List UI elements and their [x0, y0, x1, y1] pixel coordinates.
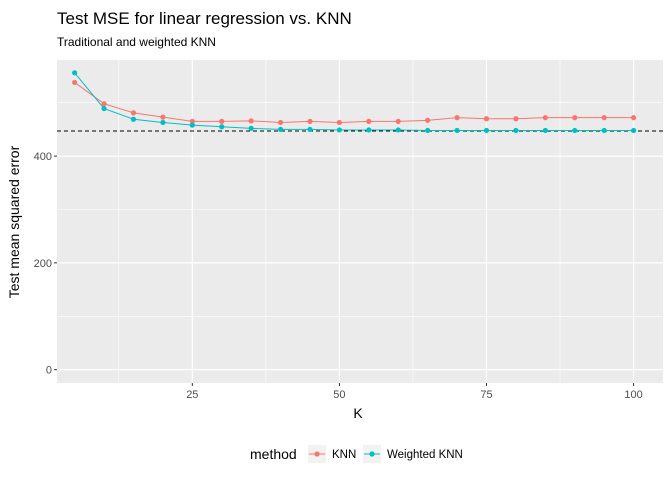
data-point-weighted-knn — [454, 127, 460, 134]
data-point-knn — [189, 118, 195, 124]
legend-key-point — [369, 451, 375, 457]
data-point-weighted-knn — [513, 127, 519, 134]
data-point-knn — [542, 115, 548, 121]
data-point-knn — [72, 79, 78, 86]
data-point-weighted-knn — [160, 119, 166, 126]
x-tick-label: 50 — [333, 389, 345, 401]
data-point-weighted-knn — [130, 116, 137, 122]
y-tick-label: 200 — [34, 258, 52, 270]
legend-item-knn: KNN — [308, 445, 356, 463]
data-point-weighted-knn — [277, 126, 284, 133]
legend-items: KNN Weighted KNN — [308, 445, 463, 463]
data-point-knn — [248, 118, 254, 124]
data-point-weighted-knn — [336, 127, 343, 133]
data-point-weighted-knn — [72, 70, 78, 76]
minor-grid — [57, 60, 663, 383]
data-point-weighted-knn — [630, 127, 637, 134]
data-point-weighted-knn — [307, 126, 313, 133]
data-point-knn — [572, 115, 578, 121]
data-point-knn — [630, 115, 637, 121]
data-point-knn — [219, 118, 225, 124]
data-point-weighted-knn — [219, 124, 225, 130]
data-point-weighted-knn — [366, 127, 372, 133]
data-point-weighted-knn — [542, 127, 548, 134]
data-point-weighted-knn — [395, 127, 401, 133]
x-axis-title: K — [353, 405, 363, 421]
data-point-knn — [425, 117, 431, 123]
series-line-knn — [74, 82, 634, 123]
series-line-weighted-knn — [74, 72, 634, 131]
x-axis: 25 50 75 100 — [186, 383, 643, 401]
data-point-weighted-knn — [248, 125, 254, 131]
data-point-knn — [395, 118, 401, 124]
legend-key-point — [314, 451, 320, 457]
legend-label: KNN — [332, 449, 356, 461]
data-point-knn — [483, 116, 490, 122]
x-tick-label: 25 — [186, 389, 198, 401]
data-point-weighted-knn — [483, 127, 490, 134]
legend-label: Weighted KNN — [387, 449, 463, 461]
legend-title: method — [250, 446, 297, 462]
y-axis: 0 200 400 — [34, 151, 57, 377]
data-point-weighted-knn — [425, 127, 431, 134]
data-point-knn — [101, 101, 107, 107]
data-point-weighted-knn — [601, 127, 607, 134]
chart-title: Test MSE for linear regression vs. KNN — [57, 9, 352, 28]
plot-panel — [57, 60, 663, 383]
series-layer — [72, 70, 637, 134]
y-tick-label: 0 — [46, 365, 52, 377]
data-point-knn — [366, 118, 372, 124]
data-point-knn — [454, 115, 460, 121]
data-point-knn — [307, 118, 313, 124]
major-grid — [57, 60, 663, 383]
data-point-weighted-knn — [101, 105, 107, 112]
chart-subtitle: Traditional and weighted KNN — [57, 35, 216, 49]
data-point-weighted-knn — [189, 122, 195, 128]
data-point-knn — [513, 116, 519, 122]
x-tick-label: 100 — [624, 389, 642, 401]
data-point-knn — [336, 119, 343, 126]
data-point-weighted-knn — [572, 127, 578, 134]
data-point-knn — [130, 110, 137, 116]
data-point-knn — [160, 114, 166, 120]
y-tick-label: 400 — [34, 151, 52, 163]
legend-item-weighted-knn: Weighted KNN — [363, 445, 463, 463]
x-tick-label: 75 — [480, 389, 492, 401]
data-point-knn — [601, 115, 607, 121]
y-axis-title: Test mean squared error — [6, 145, 22, 298]
legend: method KNN Weighted KNN — [250, 445, 463, 463]
data-point-knn — [277, 119, 284, 126]
